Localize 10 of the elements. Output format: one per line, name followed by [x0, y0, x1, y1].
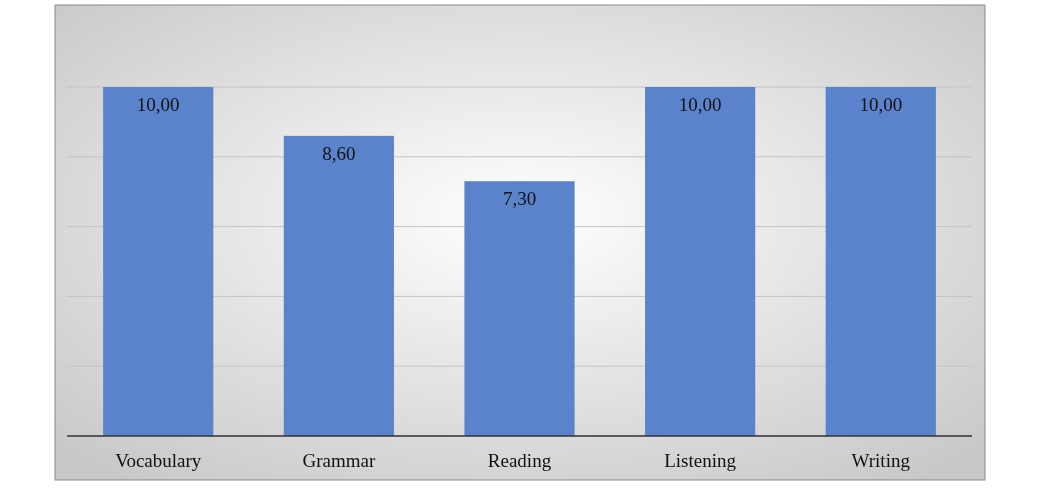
- data-label: 8,60: [322, 142, 356, 164]
- x-tick-label: Writing: [851, 450, 911, 471]
- x-tick-label: Vocabulary: [115, 450, 202, 471]
- data-label: 10,00: [136, 94, 180, 115]
- data-label: 7,30: [502, 188, 537, 210]
- data-label: 10,00: [859, 94, 903, 115]
- x-tick-label: Listening: [664, 450, 737, 471]
- x-tick-label: Grammar: [302, 450, 376, 471]
- data-label: 10,00: [678, 94, 722, 115]
- x-tick-label: Reading: [487, 450, 552, 471]
